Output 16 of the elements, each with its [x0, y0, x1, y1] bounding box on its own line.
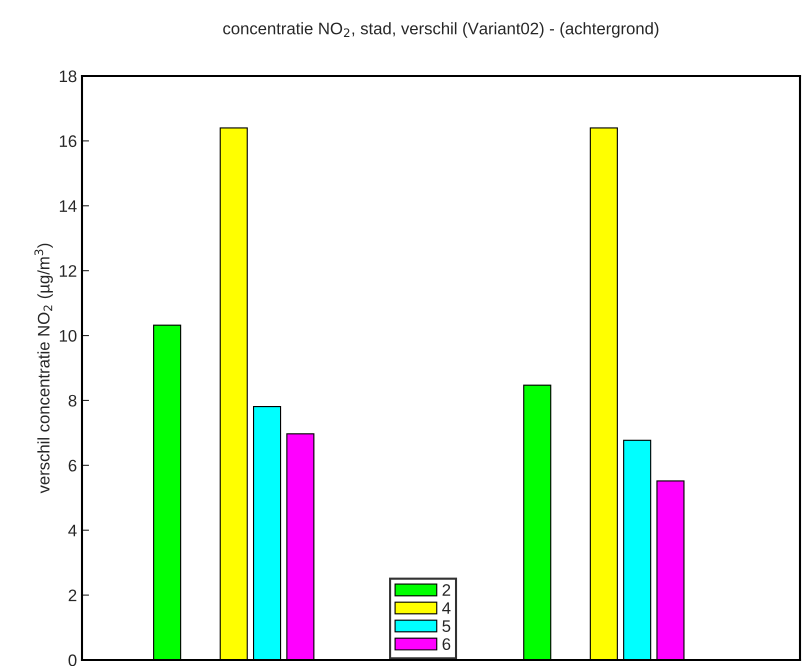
legend-label: 6 — [442, 638, 450, 650]
legend-label: 4 — [442, 602, 451, 614]
chart-title: concentratie NO$_{2}$, stad, verschil (Variant02) - (achtergrond) — [223, 22, 658, 38]
y-tick-label: 18 — [60, 70, 76, 82]
y-tick-label: 10 — [60, 330, 76, 342]
y-tick-label: 8 — [68, 394, 76, 407]
y-tick-label: 4 — [68, 524, 77, 536]
y-tick-label: 2 — [68, 590, 76, 602]
y-tick-label: 0 — [68, 654, 76, 666]
legend-label: 5 — [442, 620, 450, 632]
y-tick-label: 6 — [68, 460, 76, 472]
y-tick-label: 14 — [60, 200, 77, 212]
y-tick-label: 12 — [60, 265, 76, 277]
y-axis-title: verschil concentratie NO$_{2}$ (µg/m$^{3}$) — [34, 244, 53, 494]
legend-label: 2 — [442, 584, 450, 596]
y-tick-label: 16 — [60, 135, 76, 148]
